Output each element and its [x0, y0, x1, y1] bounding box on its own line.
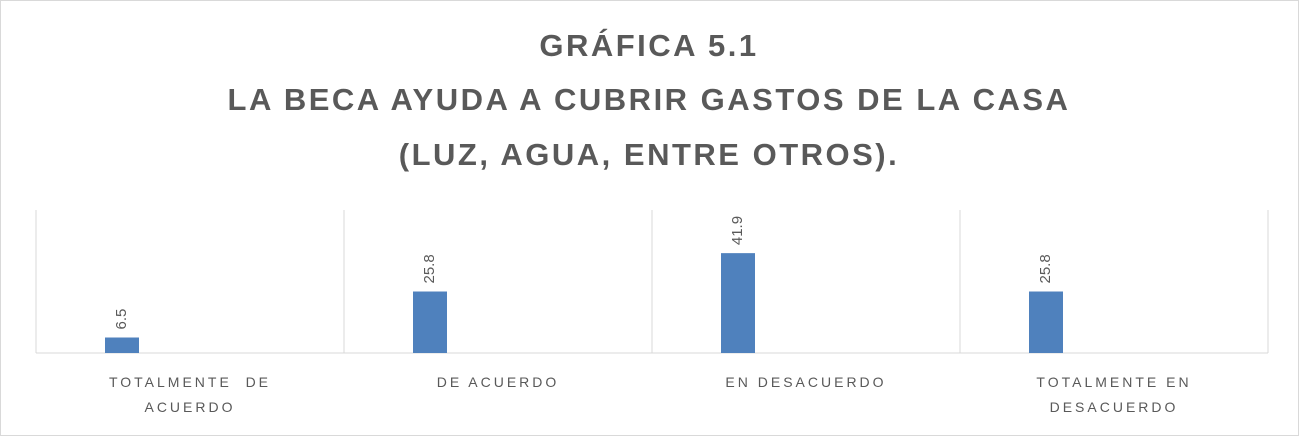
data-label: 25.8 [1037, 254, 1054, 283]
bar [105, 337, 139, 353]
bar [413, 291, 447, 353]
data-label: 41.9 [729, 216, 746, 245]
x-tick-label: TOTALMENTE DE ACUERDO [108, 374, 278, 415]
x-tick-label: TOTALMENTE EN DESACUERDO [1036, 374, 1199, 415]
chart-title: (LUZ, AGUA, ENTRE OTROS). [399, 137, 900, 172]
bar [721, 253, 755, 353]
data-label: 6.5 [113, 309, 130, 330]
chart-title: LA BECA AYUDA A CUBRIR GASTOS DE LA CASA [228, 82, 1071, 117]
bar [1029, 291, 1063, 353]
x-tick-label: DE ACUERDO [436, 374, 560, 390]
x-tick-label: EN DESACUERDO [725, 374, 887, 390]
chart-title: GRÁFICA 5.1 [539, 28, 758, 63]
data-label: 25.8 [421, 254, 438, 283]
